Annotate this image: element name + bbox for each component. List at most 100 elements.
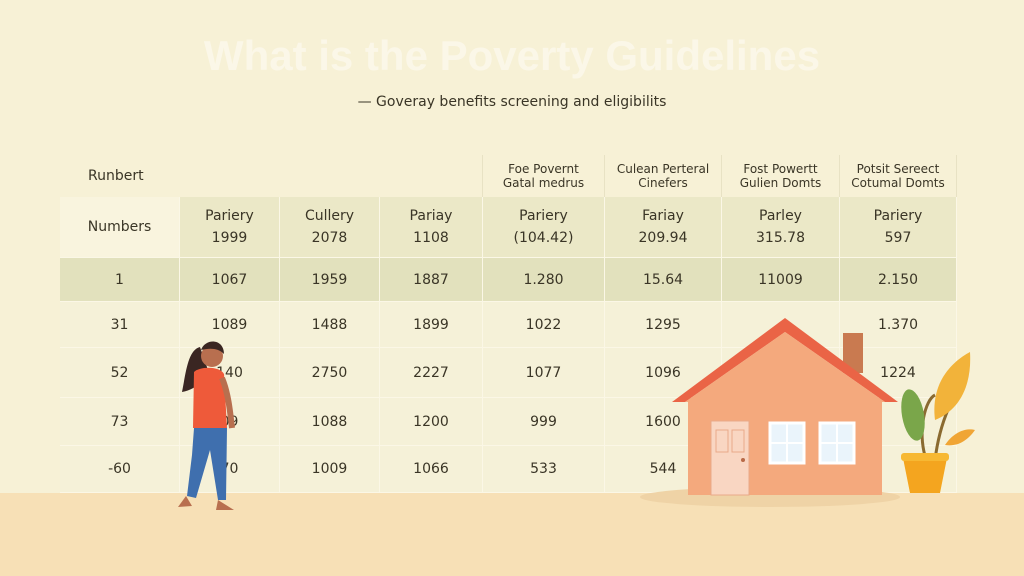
group-header-line: Potsit Sereect <box>856 162 940 176</box>
cell: 1295 <box>605 302 722 348</box>
cell-value: 1224 <box>880 364 916 381</box>
cell: 1089 <box>180 302 280 348</box>
row-label-cell: 1 <box>60 258 180 302</box>
ground <box>0 493 1024 576</box>
group-header: Potsit Sereect Cotumal Domts <box>840 155 957 197</box>
cell: 999 <box>483 398 605 446</box>
cell-value: 1488 <box>311 316 348 333</box>
cell: 1899 <box>380 302 483 348</box>
cell: 1488 <box>280 302 380 348</box>
row-label-cell: -60 <box>60 446 180 493</box>
cell-value: 1899 <box>413 316 449 333</box>
group-header-line: Gulien Domts <box>739 176 822 190</box>
cell: 1077 <box>483 348 605 398</box>
column-header-value: 597 <box>884 230 912 246</box>
cell-value: 1096 <box>645 364 681 381</box>
cell: 1959 <box>280 258 380 302</box>
cell: 2227 <box>380 348 483 398</box>
group-header: Foe Povernt Gatal medrus <box>483 155 605 197</box>
column-header: Pariery 597 <box>840 197 957 258</box>
column-header-value: (104.42) <box>513 230 574 246</box>
group-header-line: Cinefers <box>638 176 688 190</box>
cell: 1009 <box>280 446 380 493</box>
cell-value: 1200 <box>413 413 449 430</box>
column-header-label: Parley <box>759 208 802 224</box>
column-header: Parley 315.78 <box>722 197 840 258</box>
group-header-line: Culean Perteral <box>616 162 710 176</box>
column-header: Pariery (104.42) <box>483 197 605 258</box>
column-header-value: 315.78 <box>756 230 805 246</box>
group-header-line: Fost Powertt <box>743 162 818 176</box>
column-header-value: 1108 <box>413 230 449 246</box>
group-header: Fost Powertt Gulien Domts <box>722 155 840 197</box>
cell-value: 1.370 <box>877 316 919 333</box>
cell-value: 1089 <box>211 316 248 333</box>
cell-value: 999 <box>530 413 557 430</box>
row-label: 31 <box>110 316 129 333</box>
cell-value: 1.280 <box>523 271 564 288</box>
cell: 1200 <box>380 398 483 446</box>
column-header-label: Cullery <box>304 208 355 224</box>
column-header-value: 2078 <box>311 230 348 246</box>
plant <box>901 352 975 493</box>
subtitle: — Goveray benefits screening and eligibi… <box>357 94 667 110</box>
column-header-label: Pariay <box>409 208 453 224</box>
column-header-label: Fariay <box>642 208 684 224</box>
cell-value: 1022 <box>525 316 562 333</box>
cell-value: 1066 <box>413 461 449 477</box>
cell-value: 1009 <box>311 461 348 477</box>
cell-value: 2.150 <box>877 271 919 288</box>
group-header-line: Foe Povernt <box>508 162 579 176</box>
row-header-label: Numbers <box>87 219 152 235</box>
cell: 15.64 <box>605 258 722 302</box>
column-header: Fariay 209.94 <box>605 197 722 258</box>
cell: 2.150 <box>840 258 957 302</box>
column-header-label: Pariery <box>873 208 923 224</box>
column-header-value: 1999 <box>211 230 248 246</box>
column-header-value: 209.94 <box>638 230 688 246</box>
cell-value: 1077 <box>525 364 562 381</box>
cell: 1088 <box>280 398 380 446</box>
cell-value: 544 <box>649 461 677 477</box>
row-header-label-cell: Numbers <box>60 197 180 258</box>
cell-value: 15.64 <box>642 271 684 288</box>
cell: 1066 <box>380 446 483 493</box>
corner-label: Runbert <box>88 168 144 184</box>
cell: 11009 <box>722 258 840 302</box>
cell: 2750 <box>280 348 380 398</box>
woman <box>178 341 235 510</box>
title: What is the Poverty Guidelines <box>203 32 821 79</box>
group-header: Culean Perteral Cinefers <box>605 155 722 197</box>
row-label: -60 <box>108 461 131 477</box>
cell-value: 2227 <box>413 364 449 381</box>
cell-value: 1088 <box>311 413 348 430</box>
column-header-label: Pariery <box>519 208 568 224</box>
column-header-label: Pariery <box>205 208 254 224</box>
cell: 1022 <box>483 302 605 348</box>
cell-value: 1959 <box>311 271 348 288</box>
row-label-cell: 73 <box>60 398 180 446</box>
row-label-cell: 31 <box>60 302 180 348</box>
cell: 1887 <box>380 258 483 302</box>
column-header: Cullery 2078 <box>280 197 380 258</box>
cell-value: 1600 <box>645 413 681 430</box>
cell: 1067 <box>180 258 280 302</box>
corner-cell: Runbert <box>60 155 483 197</box>
row-label: 1 <box>115 271 124 288</box>
cell-value: 533 <box>530 461 557 477</box>
cell: 1.280 <box>483 258 605 302</box>
cell-value: 2750 <box>311 364 348 381</box>
cell: 533 <box>483 446 605 493</box>
house <box>672 318 898 496</box>
cell-value: 11009 <box>758 271 803 288</box>
row-label: 73 <box>110 413 129 430</box>
column-header: Pariery 1999 <box>180 197 280 258</box>
group-header-line: Gatal medrus <box>502 176 585 190</box>
cell-value: 1067 <box>211 271 248 288</box>
group-header-line: Cotumal Domts <box>851 176 945 190</box>
row-label: 52 <box>110 364 129 381</box>
column-header: Pariay 1108 <box>380 197 483 258</box>
